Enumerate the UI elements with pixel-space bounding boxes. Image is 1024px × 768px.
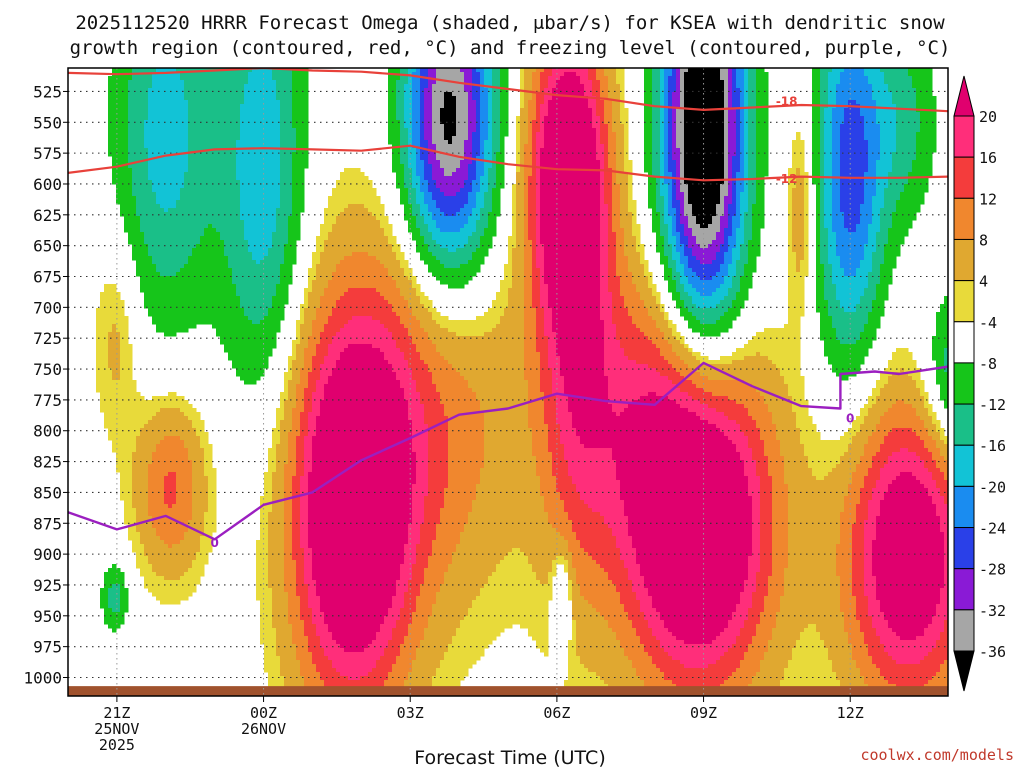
credit-text: coolwx.com/models	[860, 746, 1014, 764]
y-tick-label: 825	[33, 453, 62, 472]
contour-label: 0	[846, 411, 854, 425]
plot-area: -18 -12 0 0	[67, 67, 949, 697]
x-tick-label: 21Z	[103, 704, 130, 722]
omega-shading	[96, 68, 948, 696]
colorbar-label: -32	[979, 602, 1006, 620]
y-axis-ticks: 525 550 575 600 625 650 675 700 725 750 775 800 825 8…	[23, 82, 68, 687]
y-tick-label: 800	[33, 422, 62, 441]
contour-freezing-level-0c	[68, 361, 948, 541]
colorbar-label: -24	[979, 520, 1006, 538]
grid-lines	[68, 68, 948, 696]
x-tick-label: 25NOV	[94, 720, 139, 738]
x-tick-label: 03Z	[397, 704, 424, 722]
x-tick-label: 26NOV	[241, 720, 286, 738]
colorbar-bin	[953, 568, 975, 611]
colorbar-label: -12	[979, 396, 1006, 414]
contour-label: -18	[776, 94, 798, 108]
y-tick-label: 625	[33, 206, 62, 225]
contour-label: 0	[210, 536, 218, 550]
x-axis-label: Forecast Time (UTC)	[414, 747, 605, 768]
chart-title-line-1: 2025112520 HRRR Forecast Omega (shaded, …	[75, 12, 945, 34]
y-tick-label: 850	[33, 483, 62, 502]
y-tick-label: 950	[33, 607, 62, 626]
colorbar-bin	[953, 238, 975, 282]
chart-title-line-2: growth region (contoured, red, °C) and f…	[70, 37, 951, 59]
y-tick-label: 725	[33, 329, 62, 348]
y-tick-label: 600	[33, 175, 62, 194]
y-tick-label: 900	[33, 545, 62, 564]
contour-lines: -18 -12 0 0	[68, 68, 948, 550]
colorbar-bin	[953, 156, 975, 199]
y-tick-label: 875	[33, 514, 62, 533]
colorbar-label: 16	[979, 149, 997, 167]
colorbar-label: -36	[979, 643, 1006, 661]
contour-dgz-12c	[68, 144, 948, 182]
plot-border	[67, 67, 949, 697]
y-tick-label: 675	[33, 268, 62, 287]
colorbar-bin	[953, 527, 975, 570]
y-tick-label: 750	[33, 360, 62, 379]
y-tick-label: 775	[33, 391, 62, 410]
colorbar: 20 16 12 8 4 -4 -8 -12 -16 -20 -24 -28 -32 -36	[953, 75, 1006, 692]
colorbar-label: 4	[979, 273, 988, 291]
colorbar-bin	[953, 444, 975, 487]
colorbar-label: -8	[979, 355, 997, 373]
y-tick-label: 550	[33, 113, 62, 132]
colorbar-label: -16	[979, 437, 1006, 455]
colorbar-bin	[953, 321, 975, 364]
colorbar-label: 8	[979, 231, 988, 249]
colorbar-top-arrow	[953, 75, 975, 117]
y-tick-label: 525	[33, 82, 62, 101]
ground-terrain	[68, 686, 948, 696]
y-tick-label: 700	[33, 298, 62, 317]
y-tick-label: 575	[33, 144, 62, 163]
colorbar-label: -4	[979, 314, 997, 332]
colorbar-bottom-arrow	[953, 650, 975, 692]
y-tick-label: 650	[33, 237, 62, 256]
y-tick-label: 925	[33, 576, 62, 595]
x-tick-label: 00Z	[250, 704, 277, 722]
colorbar-bin	[953, 280, 975, 323]
contour-label: -12	[776, 172, 798, 186]
colorbar-label: -28	[979, 561, 1006, 579]
contour-dgz-18c	[68, 68, 948, 113]
colorbar-label: -20	[979, 478, 1006, 496]
x-tick-label: 06Z	[543, 704, 570, 722]
x-tick-label: 2025	[99, 736, 135, 754]
colorbar-bin	[953, 403, 975, 446]
y-tick-label: 1000	[23, 668, 62, 687]
colorbar-bin	[953, 115, 975, 158]
colorbar-label: 12	[979, 190, 997, 208]
colorbar-bin	[953, 609, 975, 652]
x-tick-label: 09Z	[690, 704, 717, 722]
colorbar-bin	[953, 485, 975, 529]
y-tick-label: 975	[33, 638, 62, 657]
colorbar-bin	[953, 362, 975, 405]
x-tick-label: 12Z	[837, 704, 864, 722]
colorbar-label: 20	[979, 108, 997, 126]
colorbar-bin	[953, 197, 975, 240]
